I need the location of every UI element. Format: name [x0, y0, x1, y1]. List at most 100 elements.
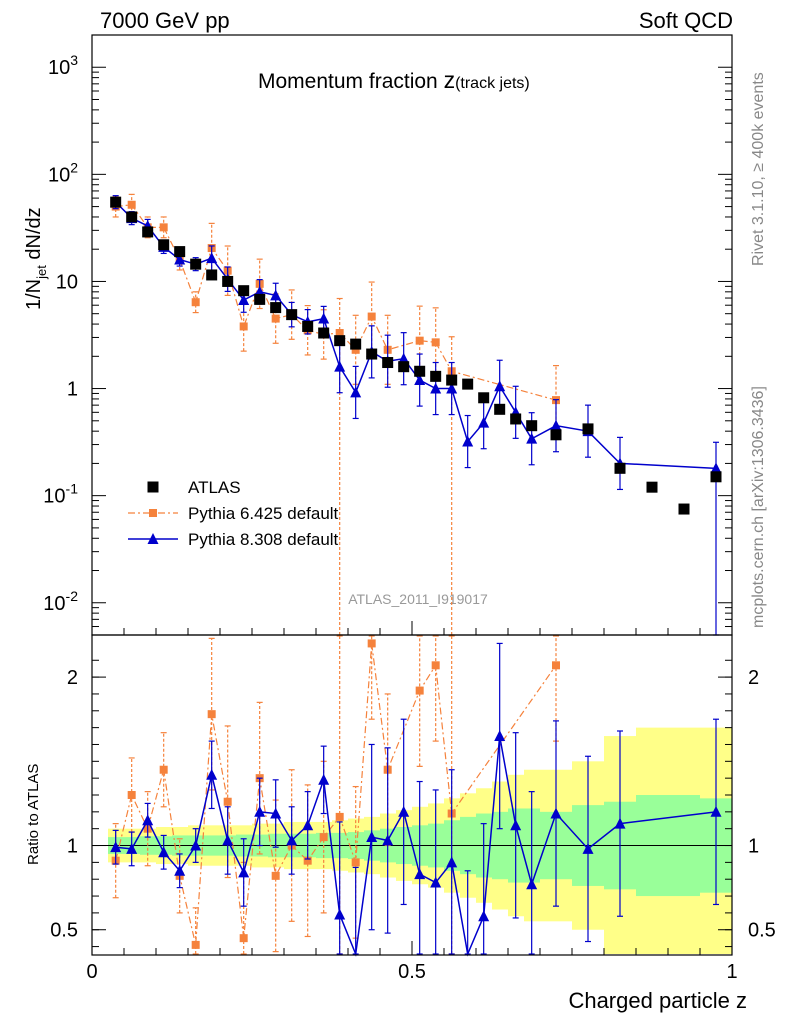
pythia8-line: [115, 201, 717, 470]
pythia6-ratio-point: [207, 710, 216, 719]
series-pythia8-main: [110, 195, 722, 636]
atlas-point: [446, 374, 458, 386]
atlas-point: [366, 348, 378, 360]
series-atlas-main: [110, 196, 722, 515]
pythia8-ratio-point: [614, 817, 626, 829]
legend-label: ATLAS: [188, 478, 241, 497]
pythia8-ratio-point: [174, 864, 186, 876]
plot-title-main: Momentum fraction: [258, 70, 444, 93]
atlas-point: [382, 357, 394, 369]
pythia8-point: [206, 252, 218, 264]
atlas-point: [174, 246, 186, 258]
pythia6-ratio-point: [271, 871, 280, 880]
pythia6-point: [191, 298, 200, 307]
y-axis-label-ratio: Ratio to ATLAS: [25, 764, 42, 865]
atlas-point: [110, 196, 122, 208]
ylabel-sub: jet: [34, 265, 49, 280]
pythia8-ratio-point: [334, 908, 346, 920]
atlas-point: [350, 338, 362, 350]
pythia8-ratio-point: [126, 842, 138, 854]
y-tick-label: 10-2: [43, 588, 78, 615]
x-axis-label: Charged particle z: [568, 988, 747, 1013]
y-tick-label: 10-1: [43, 481, 78, 508]
pythia8-ratio-point: [254, 805, 266, 817]
legend-pythia8-marker: [147, 533, 159, 544]
pythia6-point: [415, 336, 424, 345]
pythia6-point: [271, 314, 280, 323]
y-tick-label: 103: [48, 52, 78, 79]
pythia6-line: [115, 204, 557, 401]
atlas-point: [126, 211, 138, 223]
pythia6-ratio-point: [552, 661, 560, 670]
pythia8-ratio-point: [270, 807, 282, 819]
plot-title-sub: (track jets): [455, 75, 530, 92]
pythia8-ratio-point: [238, 866, 250, 878]
pythia8-point: [270, 289, 282, 301]
pythia8-point: [238, 294, 250, 306]
pythia8-ratio-point: [158, 846, 170, 858]
pythia6-point: [335, 329, 344, 338]
atlas-point: [158, 239, 170, 251]
pythia8-ratio-point: [206, 768, 218, 780]
atlas-point: [430, 370, 442, 382]
atlas-point: [302, 320, 314, 332]
plot-title: Momentum fraction z(track jets): [258, 67, 530, 93]
pythia8-point: [334, 360, 346, 372]
ratio-tick-label-left: 2: [67, 667, 78, 689]
plot-content: 0 0.5 1 10-2 10-1 1 10 102 103 0.5 0.5 1 1 2 2 ATLAS Pyt…: [43, 52, 776, 983]
pythia8-point: [526, 432, 538, 444]
pythia8-ratio-point: [222, 834, 234, 846]
pythia8-ratio-point: [110, 841, 122, 853]
plot-title-z: z: [444, 67, 456, 93]
atlas-point: [254, 293, 266, 305]
pythia8-point: [446, 382, 458, 394]
atlas-point: [510, 413, 522, 425]
atlas-point: [614, 462, 626, 474]
atlas-point: [398, 361, 410, 373]
header-left: 7000 GeV pp: [100, 8, 230, 33]
pythia6-ratio-point: [239, 934, 248, 943]
atlas-point: [462, 378, 474, 390]
pythia6-point: [127, 200, 136, 209]
y-axis-label-main: 1/Njet dN/dz: [23, 207, 49, 310]
y-tick-label: 102: [48, 159, 78, 186]
legend: ATLAS Pythia 6.425 default Pythia 8.308 de…: [128, 478, 339, 549]
pythia8-ratio-point: [510, 819, 522, 831]
ratio-tick-label-right: 2: [748, 667, 759, 689]
atlas-point: [142, 226, 154, 238]
legend-pythia6-marker: [149, 509, 157, 517]
pythia6-ratio-point: [431, 661, 440, 670]
ratio-panel-frame: [91, 634, 733, 956]
ylabel-a: 1/N: [23, 279, 45, 310]
pythia8-point: [398, 352, 410, 364]
pythia6-ratio-point: [127, 791, 136, 799]
ratio-tick-label-right: 1: [748, 836, 759, 858]
pythia6-point: [351, 345, 360, 354]
pythia8-ratio-point: [446, 856, 458, 868]
pythia8-point: [414, 374, 426, 386]
x-tick-label: 1: [726, 961, 737, 983]
pythia8-point: [494, 380, 506, 392]
atlas-point: [334, 335, 346, 347]
atlas-point: [494, 403, 506, 415]
ylabel-b: dN/dz: [23, 207, 45, 265]
atlas-point: [550, 429, 562, 441]
legend-atlas-marker: [147, 481, 159, 493]
legend-label: Pythia 6.425 default: [188, 504, 339, 523]
atlas-point: [206, 269, 218, 281]
y-tick-label: 1: [67, 379, 78, 401]
pythia6-point: [239, 322, 248, 331]
pythia6-ratio-point: [351, 858, 360, 867]
pythia8-point: [710, 462, 722, 474]
atlas-point: [238, 285, 250, 297]
pythia8-ratio-point: [318, 773, 330, 785]
rivet-label: Rivet 3.1.10, ≥ 400k events: [750, 72, 767, 266]
pythia8-ratio-point: [382, 834, 394, 846]
atlas-point: [318, 327, 330, 339]
pythia6-point: [367, 312, 376, 321]
watermark: ATLAS_2011_I919017: [348, 591, 488, 607]
ratio-tick-label-left: 0.5: [50, 920, 78, 942]
pythia6-ratio-point: [335, 812, 344, 821]
pythia6-ratio-point: [319, 833, 328, 842]
